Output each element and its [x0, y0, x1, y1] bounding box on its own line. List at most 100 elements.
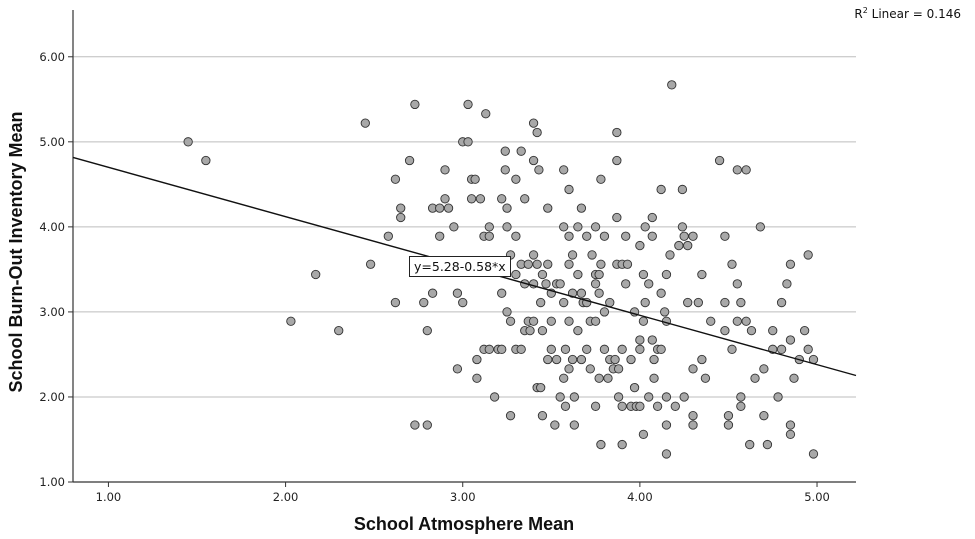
data-point	[396, 212, 406, 223]
data-point	[590, 316, 601, 326]
data-point	[617, 439, 627, 450]
data-point	[635, 344, 645, 354]
data-point	[644, 392, 654, 402]
data-point	[532, 127, 542, 138]
data-point	[564, 231, 574, 241]
data-point	[396, 203, 406, 213]
data-point	[559, 297, 569, 308]
data-point	[656, 184, 666, 195]
data-point	[677, 222, 688, 232]
data-point	[536, 382, 546, 393]
data-point	[484, 344, 494, 354]
data-point	[311, 269, 321, 280]
data-point	[803, 250, 813, 260]
data-point	[674, 240, 684, 251]
data-point	[410, 420, 420, 430]
data-point	[559, 373, 569, 383]
data-point	[677, 184, 688, 195]
data-point	[599, 231, 610, 241]
data-point	[649, 373, 659, 383]
y-tick-label: 2.00	[39, 390, 65, 404]
data-point	[435, 203, 445, 213]
data-point	[472, 354, 482, 365]
data-point	[723, 411, 734, 421]
data-point	[596, 174, 606, 184]
data-point	[546, 344, 556, 354]
data-point	[502, 307, 512, 317]
data-point	[732, 165, 742, 175]
data-point	[502, 222, 512, 232]
data-point	[582, 344, 592, 354]
x-tick-label: 3.00	[450, 490, 476, 504]
data-point	[536, 297, 546, 308]
data-point	[520, 194, 530, 204]
y-tick-label: 5.00	[39, 135, 65, 149]
data-point	[785, 335, 796, 345]
data-point	[776, 297, 787, 308]
data-point	[679, 231, 689, 241]
x-tick-label: 4.00	[627, 490, 653, 504]
data-point	[543, 354, 553, 365]
data-point	[555, 279, 565, 289]
data-point	[537, 411, 548, 421]
data-point	[736, 392, 746, 402]
data-point	[427, 288, 438, 298]
x-tick-label: 1.00	[96, 490, 122, 504]
data-point	[670, 401, 680, 411]
data-point	[440, 194, 450, 204]
data-point	[599, 344, 610, 354]
data-point	[463, 137, 473, 147]
data-point	[755, 222, 765, 232]
data-point	[528, 316, 539, 326]
data-point	[785, 259, 796, 269]
data-point	[776, 344, 787, 354]
data-point	[449, 222, 459, 232]
data-point	[511, 231, 521, 241]
data-point	[638, 429, 649, 440]
data-point	[626, 354, 636, 365]
data-point	[799, 325, 810, 336]
x-tick-label: 2.00	[273, 490, 299, 504]
data-point	[789, 373, 799, 383]
data-point	[745, 439, 755, 450]
data-point	[567, 250, 578, 260]
data-point	[564, 316, 574, 326]
y-tick-label: 6.00	[39, 50, 65, 64]
data-point	[505, 316, 516, 326]
data-point	[475, 194, 486, 204]
data-point	[537, 325, 548, 336]
y-axis-title: School Burn-Out Inventory Mean	[6, 111, 26, 392]
data-point	[736, 401, 746, 411]
data-point	[569, 420, 579, 430]
data-point	[435, 231, 445, 241]
gridlines	[73, 56, 856, 398]
data-point	[365, 259, 376, 269]
data-point	[511, 269, 521, 280]
data-point	[732, 279, 742, 289]
data-point	[481, 109, 491, 119]
data-point	[484, 231, 494, 241]
data-point	[773, 392, 783, 402]
data-point	[466, 194, 477, 204]
data-point	[390, 174, 401, 184]
data-point	[697, 269, 707, 280]
data-point	[573, 325, 583, 336]
data-point	[693, 297, 703, 308]
data-point	[596, 259, 606, 269]
fit-equation-label: y=5.28-0.58*x	[409, 256, 511, 277]
data-point	[599, 307, 610, 317]
data-point	[523, 259, 533, 269]
data-point	[534, 165, 544, 175]
data-point	[452, 288, 463, 298]
data-point	[555, 392, 565, 402]
x-axis-title: School Atmosphere Mean	[354, 514, 574, 534]
data-point	[612, 155, 622, 166]
data-point	[610, 354, 620, 365]
axes	[68, 10, 856, 487]
data-point	[422, 325, 432, 336]
data-point	[762, 439, 773, 450]
data-point	[564, 364, 574, 374]
data-point	[782, 279, 792, 289]
data-point	[560, 344, 571, 354]
